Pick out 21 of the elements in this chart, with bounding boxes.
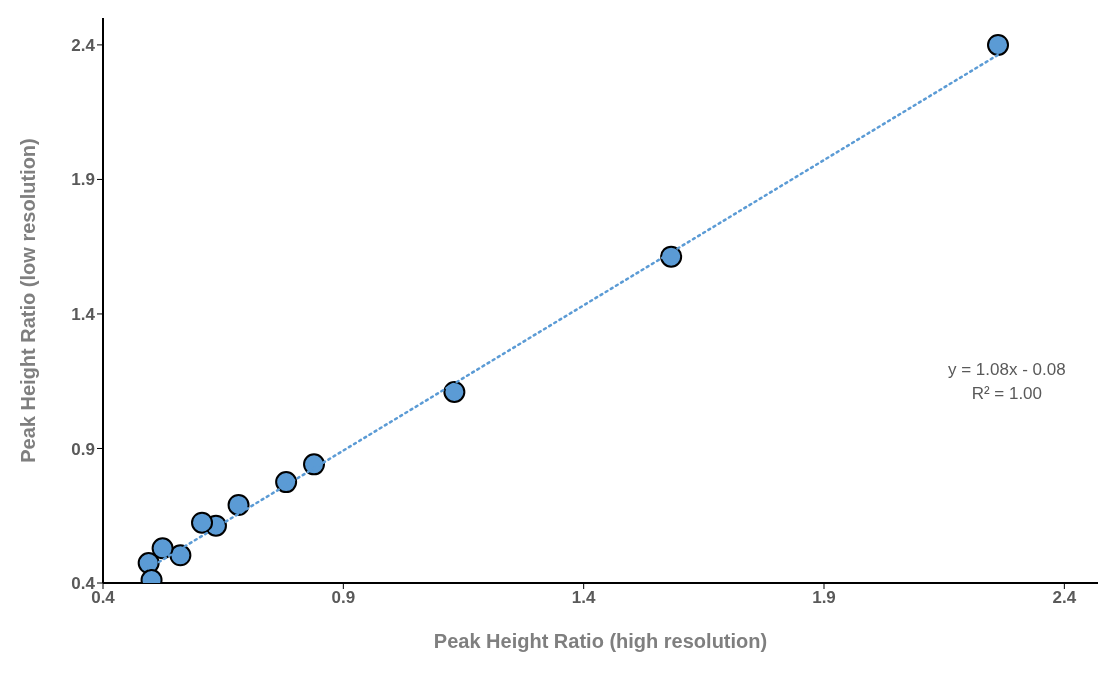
y-tick-label: 1.9 <box>71 170 95 190</box>
x-tick-label: 0.4 <box>91 588 116 608</box>
point <box>151 537 174 560</box>
point <box>660 245 683 268</box>
point <box>275 471 298 494</box>
annotation: y = 1.08x - 0.08 <box>948 359 1066 381</box>
x-axis-title: Peak Height Ratio (high resolution) <box>433 630 768 652</box>
y-tick-label: 2.4 <box>71 35 96 55</box>
x-tick-label: 0.9 <box>331 588 356 608</box>
point <box>191 511 214 534</box>
x-tick-label: 2.4 <box>1052 588 1077 608</box>
y-tick-label: 1.4 <box>71 304 96 324</box>
point <box>987 33 1010 56</box>
x-tick-label: 1.9 <box>812 588 836 608</box>
point <box>227 493 250 516</box>
y-tick-label: 0.9 <box>71 439 95 459</box>
point <box>303 453 326 476</box>
annotation: R² = 1.00 <box>970 383 1044 405</box>
y-axis-title: Peak Height Ratio (low resolution) <box>17 138 40 463</box>
x-tick-label: 1.4 <box>571 588 597 608</box>
point <box>443 380 466 403</box>
